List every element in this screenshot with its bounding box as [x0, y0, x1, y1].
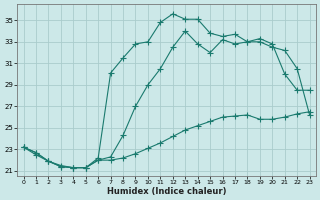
- X-axis label: Humidex (Indice chaleur): Humidex (Indice chaleur): [107, 187, 226, 196]
